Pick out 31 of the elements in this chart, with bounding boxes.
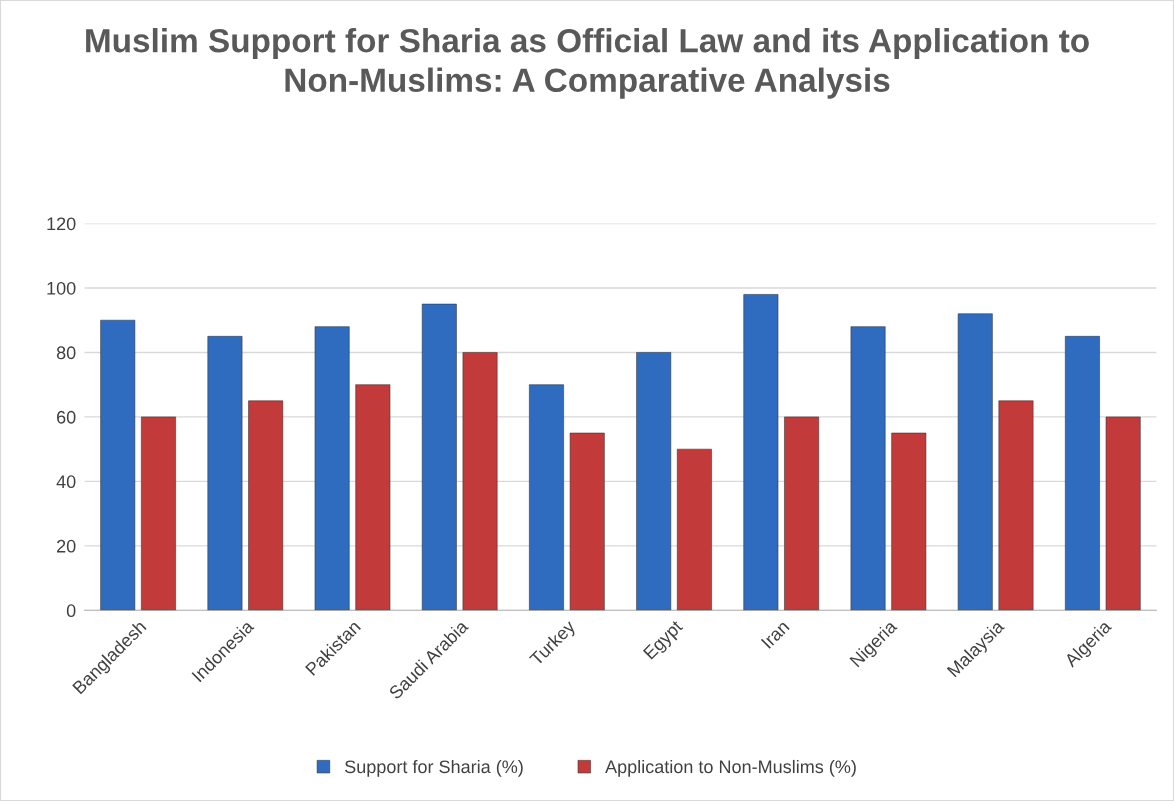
legend-label: Application to Non-Muslims (%) — [605, 759, 856, 777]
bar — [141, 416, 176, 611]
bar — [462, 352, 498, 611]
bar — [355, 384, 391, 611]
bar — [676, 448, 712, 611]
bar — [207, 336, 243, 611]
bar — [421, 303, 457, 611]
legend-label: Support for Sharia (%) — [345, 759, 523, 777]
bar — [314, 326, 350, 611]
bar — [636, 352, 672, 611]
bar — [957, 313, 993, 611]
bar — [100, 319, 136, 611]
bar — [891, 432, 927, 611]
bar — [569, 432, 605, 611]
bar — [743, 294, 779, 611]
y-tick-label: 120 — [47, 217, 76, 231]
bar — [998, 400, 1034, 611]
bar — [850, 326, 886, 611]
bar — [784, 416, 820, 611]
x-tick-label: Iran — [760, 619, 790, 649]
y-tick-label: 0 — [66, 604, 76, 618]
y-tick-label: 80 — [56, 346, 76, 360]
bar — [529, 384, 564, 611]
y-tick-label: 20 — [57, 539, 76, 553]
bar — [1065, 336, 1100, 611]
bar — [248, 400, 284, 611]
y-tick-label: 100 — [47, 281, 76, 295]
y-tick-label: 60 — [57, 410, 76, 424]
bar — [1105, 416, 1141, 611]
chart-title: Muslim Support for Sharia as Official Law and its Application to Non-Muslims: A Comparative Analysis — [86, 28, 1089, 99]
y-tick-label: 40 — [56, 475, 76, 489]
